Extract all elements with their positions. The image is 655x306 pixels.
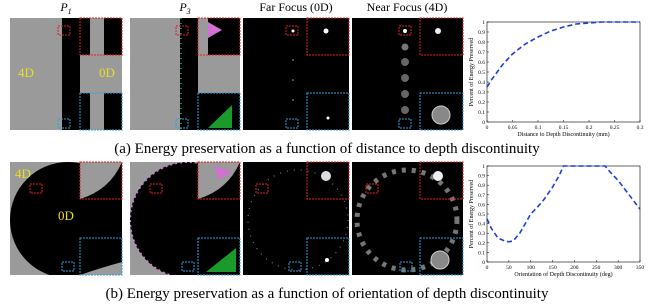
y-tick-label: 1 [482, 164, 485, 170]
image-far-a [243, 18, 349, 130]
x-tick-label: 0.25 [610, 125, 620, 131]
x-tick-label: 150 [548, 265, 557, 271]
y-tick-label: 0.6 [478, 202, 485, 208]
plot-frame [487, 166, 640, 262]
x-tick-label: 250 [592, 265, 601, 271]
column-header: Near Focus (4D) [367, 0, 448, 14]
x-axis-label: Orientation of Depth Discontinuity (deg) [514, 271, 612, 278]
y-axis-label: Percent of Energy Preserved [468, 38, 475, 106]
y-tick-label: 0.8 [478, 183, 485, 189]
y-tick-label: 0.2 [478, 100, 485, 106]
depth-label: 0D [99, 65, 115, 80]
caption: (b) Energy preservation as a function of… [106, 286, 549, 302]
image-far-b [243, 162, 349, 275]
figure: P1 P3 Far Focus (0D) Near Focus (4D) 4D … [0, 0, 655, 306]
x-tick-label: 0 [486, 265, 489, 271]
x-tick-label: 300 [614, 265, 623, 271]
y-tick-label: 0.8 [478, 40, 485, 46]
y-tick-label: 0.6 [478, 60, 485, 66]
y-tick-label: 0.5 [478, 212, 485, 218]
data-line [487, 166, 640, 242]
y-tick-label: 0.9 [478, 174, 485, 180]
x-tick-label: 0.15 [559, 125, 569, 131]
column-header: P3 [178, 0, 190, 16]
y-tick-label: 0.7 [478, 50, 485, 56]
x-tick-label: 350 [636, 265, 645, 271]
column-header: P1 [59, 0, 71, 16]
y-tick-label: 0.1 [478, 110, 485, 116]
depth-label: 4D [18, 65, 34, 80]
x-tick-label: 0.1 [535, 125, 542, 131]
y-tick-label: 0.5 [478, 70, 485, 76]
image-near-b [352, 162, 463, 275]
data-line [487, 22, 640, 87]
y-tick-label: 0.2 [478, 241, 485, 247]
x-tick-label: 0.05 [508, 125, 518, 131]
image-p3-a [130, 18, 240, 130]
caption: (a) Energy preservation as a function of… [114, 141, 540, 157]
x-tick-label: 200 [570, 265, 579, 271]
y-tick-label: 0.7 [478, 193, 485, 199]
depth-label: 4D [15, 166, 31, 181]
column-header: Far Focus (0D) [259, 0, 332, 14]
x-tick-label: 50 [506, 265, 512, 271]
x-axis-label: Distance to Depth Discontinuity (mm) [517, 131, 609, 138]
plot-frame [487, 22, 640, 122]
y-tick-label: 0.4 [478, 222, 485, 228]
y-tick-label: 0.4 [478, 80, 485, 86]
x-tick-label: 0.3 [637, 125, 644, 131]
y-tick-label: 0.3 [478, 231, 485, 237]
y-tick-label: 0.9 [478, 30, 485, 36]
y-tick-label: 0.1 [478, 250, 485, 256]
x-tick-label: 0.2 [586, 125, 593, 131]
y-tick-label: 0.3 [478, 90, 485, 96]
depth-label: 0D [58, 208, 74, 223]
x-tick-label: 100 [527, 265, 536, 271]
y-tick-label: 1 [482, 20, 485, 26]
y-axis-label: Percent of Energy Preserved [468, 180, 475, 248]
x-tick-label: 0 [486, 125, 489, 131]
image-p3-b [130, 162, 246, 278]
image-near-a [352, 18, 463, 130]
